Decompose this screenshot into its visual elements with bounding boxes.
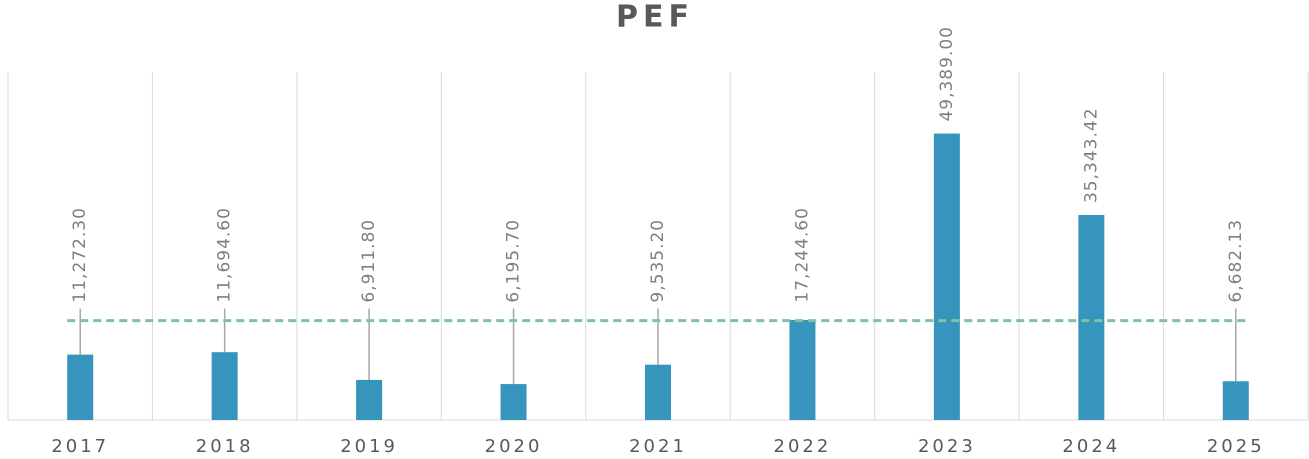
- x-tick-label: 2018: [196, 436, 254, 457]
- x-tick-label: 2024: [1062, 436, 1120, 457]
- value-label: 11,694.60: [215, 207, 235, 303]
- bar: [67, 354, 94, 420]
- value-label: 6,682.13: [1226, 219, 1246, 303]
- value-label: 49,389.00: [937, 26, 957, 122]
- value-label: 6,911.80: [359, 219, 379, 303]
- x-tick-label: 2019: [340, 436, 398, 457]
- bar: [933, 133, 960, 420]
- x-tick-label: 2021: [629, 436, 687, 457]
- x-tick-label: 2025: [1207, 436, 1265, 457]
- value-label: 17,244.60: [792, 207, 812, 303]
- bar: [500, 384, 527, 420]
- value-label: 9,535.20: [648, 219, 668, 303]
- value-label: 11,272.30: [70, 207, 90, 303]
- chart-title: PEF: [616, 0, 694, 35]
- x-tick-label: 2022: [774, 436, 832, 457]
- value-label: 6,195.70: [504, 219, 524, 303]
- bar: [1078, 215, 1105, 420]
- bar: [356, 379, 383, 420]
- bar: [789, 319, 816, 420]
- bar: [645, 364, 671, 420]
- x-tick-label: 2017: [51, 436, 109, 457]
- bar: [211, 352, 238, 420]
- x-tick-label: 2020: [485, 436, 543, 457]
- x-tick-label: 2023: [918, 436, 976, 457]
- value-label: 35,343.42: [1081, 107, 1101, 203]
- bar: [1222, 381, 1249, 420]
